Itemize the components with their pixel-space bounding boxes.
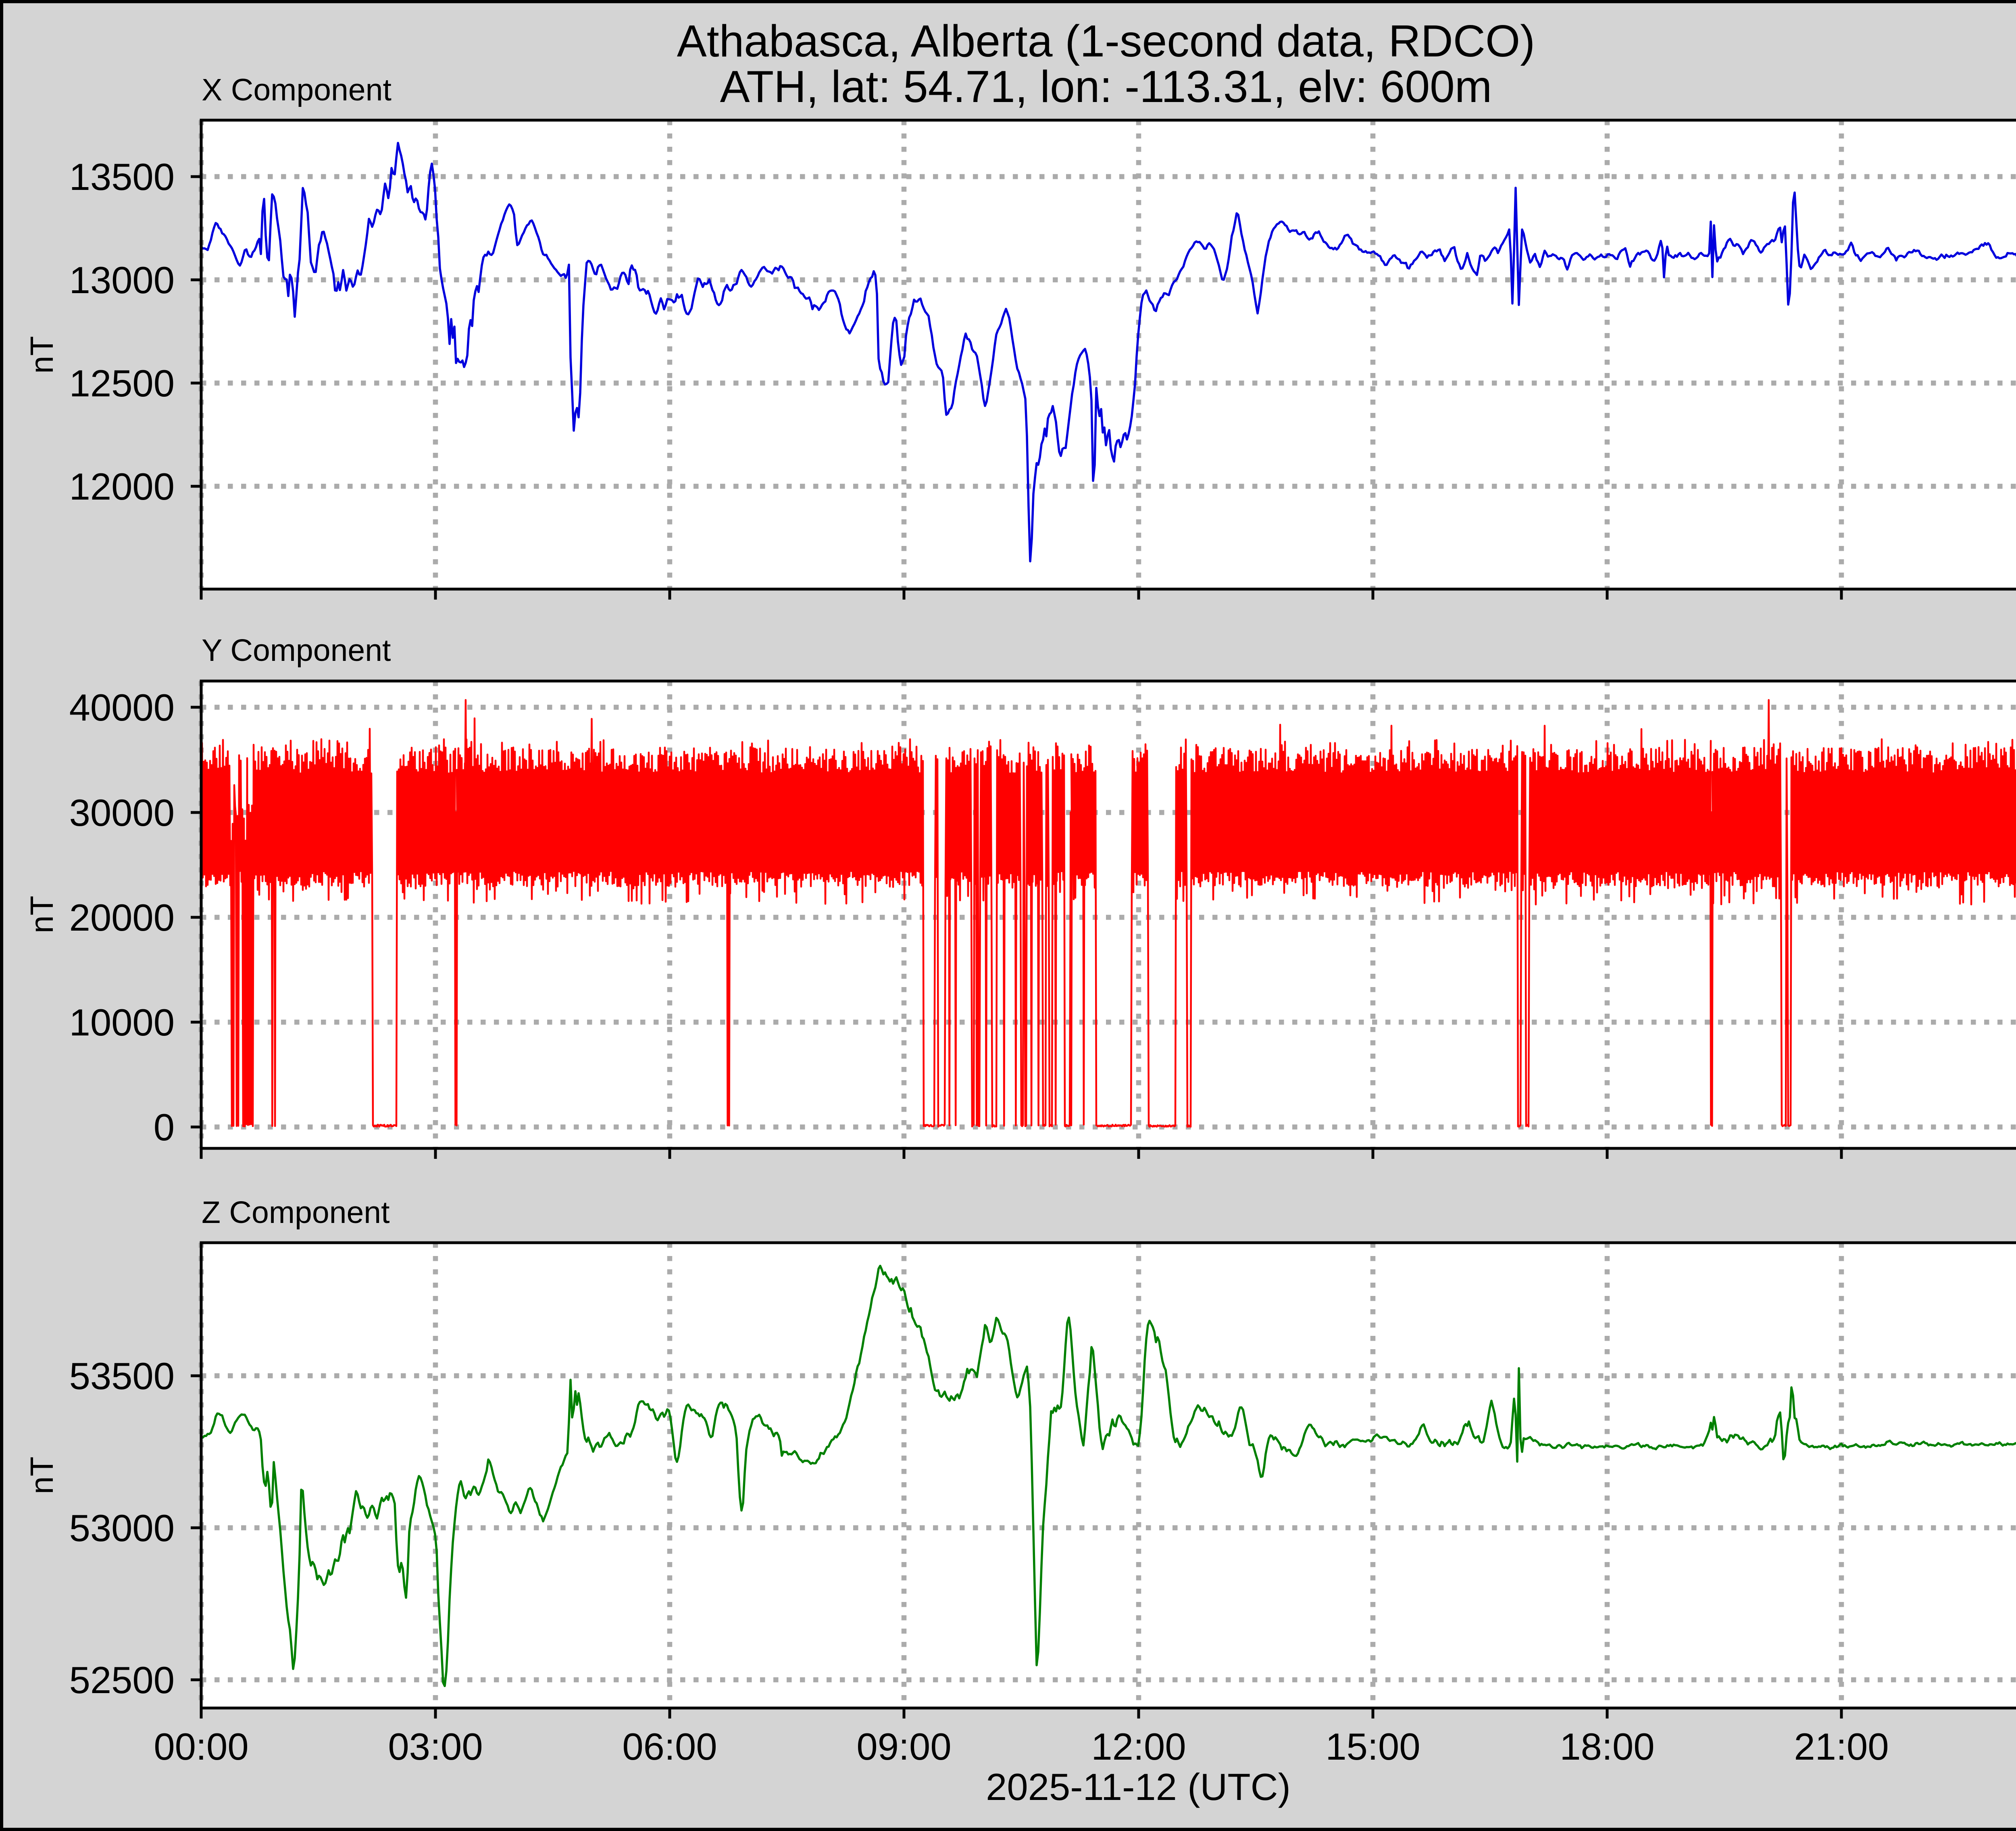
svg-text:13500: 13500 xyxy=(69,156,175,198)
svg-text:40000: 40000 xyxy=(69,686,175,729)
svg-text:12000: 12000 xyxy=(69,465,175,508)
svg-text:X Component: X Component xyxy=(202,73,392,107)
svg-text:12:00: 12:00 xyxy=(1091,1725,1186,1768)
svg-text:03:00: 03:00 xyxy=(388,1725,483,1768)
svg-text:ATH, lat: 54.71, lon: -113.31,: ATH, lat: 54.71, lon: -113.31, elv: 600m xyxy=(720,62,1492,112)
svg-text:00:00: 00:00 xyxy=(154,1725,248,1768)
svg-text:20000: 20000 xyxy=(69,896,175,939)
svg-text:53000: 53000 xyxy=(69,1507,175,1549)
svg-text:18:00: 18:00 xyxy=(1560,1725,1654,1768)
svg-text:09:00: 09:00 xyxy=(856,1725,951,1768)
svg-text:52500: 52500 xyxy=(69,1659,175,1701)
svg-text:30000: 30000 xyxy=(69,792,175,834)
svg-text:nT: nT xyxy=(24,1456,60,1494)
svg-text:nT: nT xyxy=(24,896,60,933)
svg-text:15:00: 15:00 xyxy=(1325,1725,1420,1768)
svg-text:Athabasca, Alberta (1-second d: Athabasca, Alberta (1-second data, RDCO) xyxy=(677,16,1535,66)
svg-text:10000: 10000 xyxy=(69,1001,175,1044)
svg-text:2025-11-12 (UTC): 2025-11-12 (UTC) xyxy=(986,1766,1291,1808)
svg-text:Y Component: Y Component xyxy=(202,633,391,668)
svg-text:Z Component: Z Component xyxy=(202,1195,390,1230)
svg-text:21:00: 21:00 xyxy=(1794,1725,1889,1768)
svg-text:53500: 53500 xyxy=(69,1355,175,1397)
svg-text:12500: 12500 xyxy=(69,362,175,404)
svg-text:0: 0 xyxy=(154,1106,175,1148)
svg-text:06:00: 06:00 xyxy=(622,1725,717,1768)
svg-text:13000: 13000 xyxy=(69,259,175,301)
svg-text:nT: nT xyxy=(24,336,60,373)
